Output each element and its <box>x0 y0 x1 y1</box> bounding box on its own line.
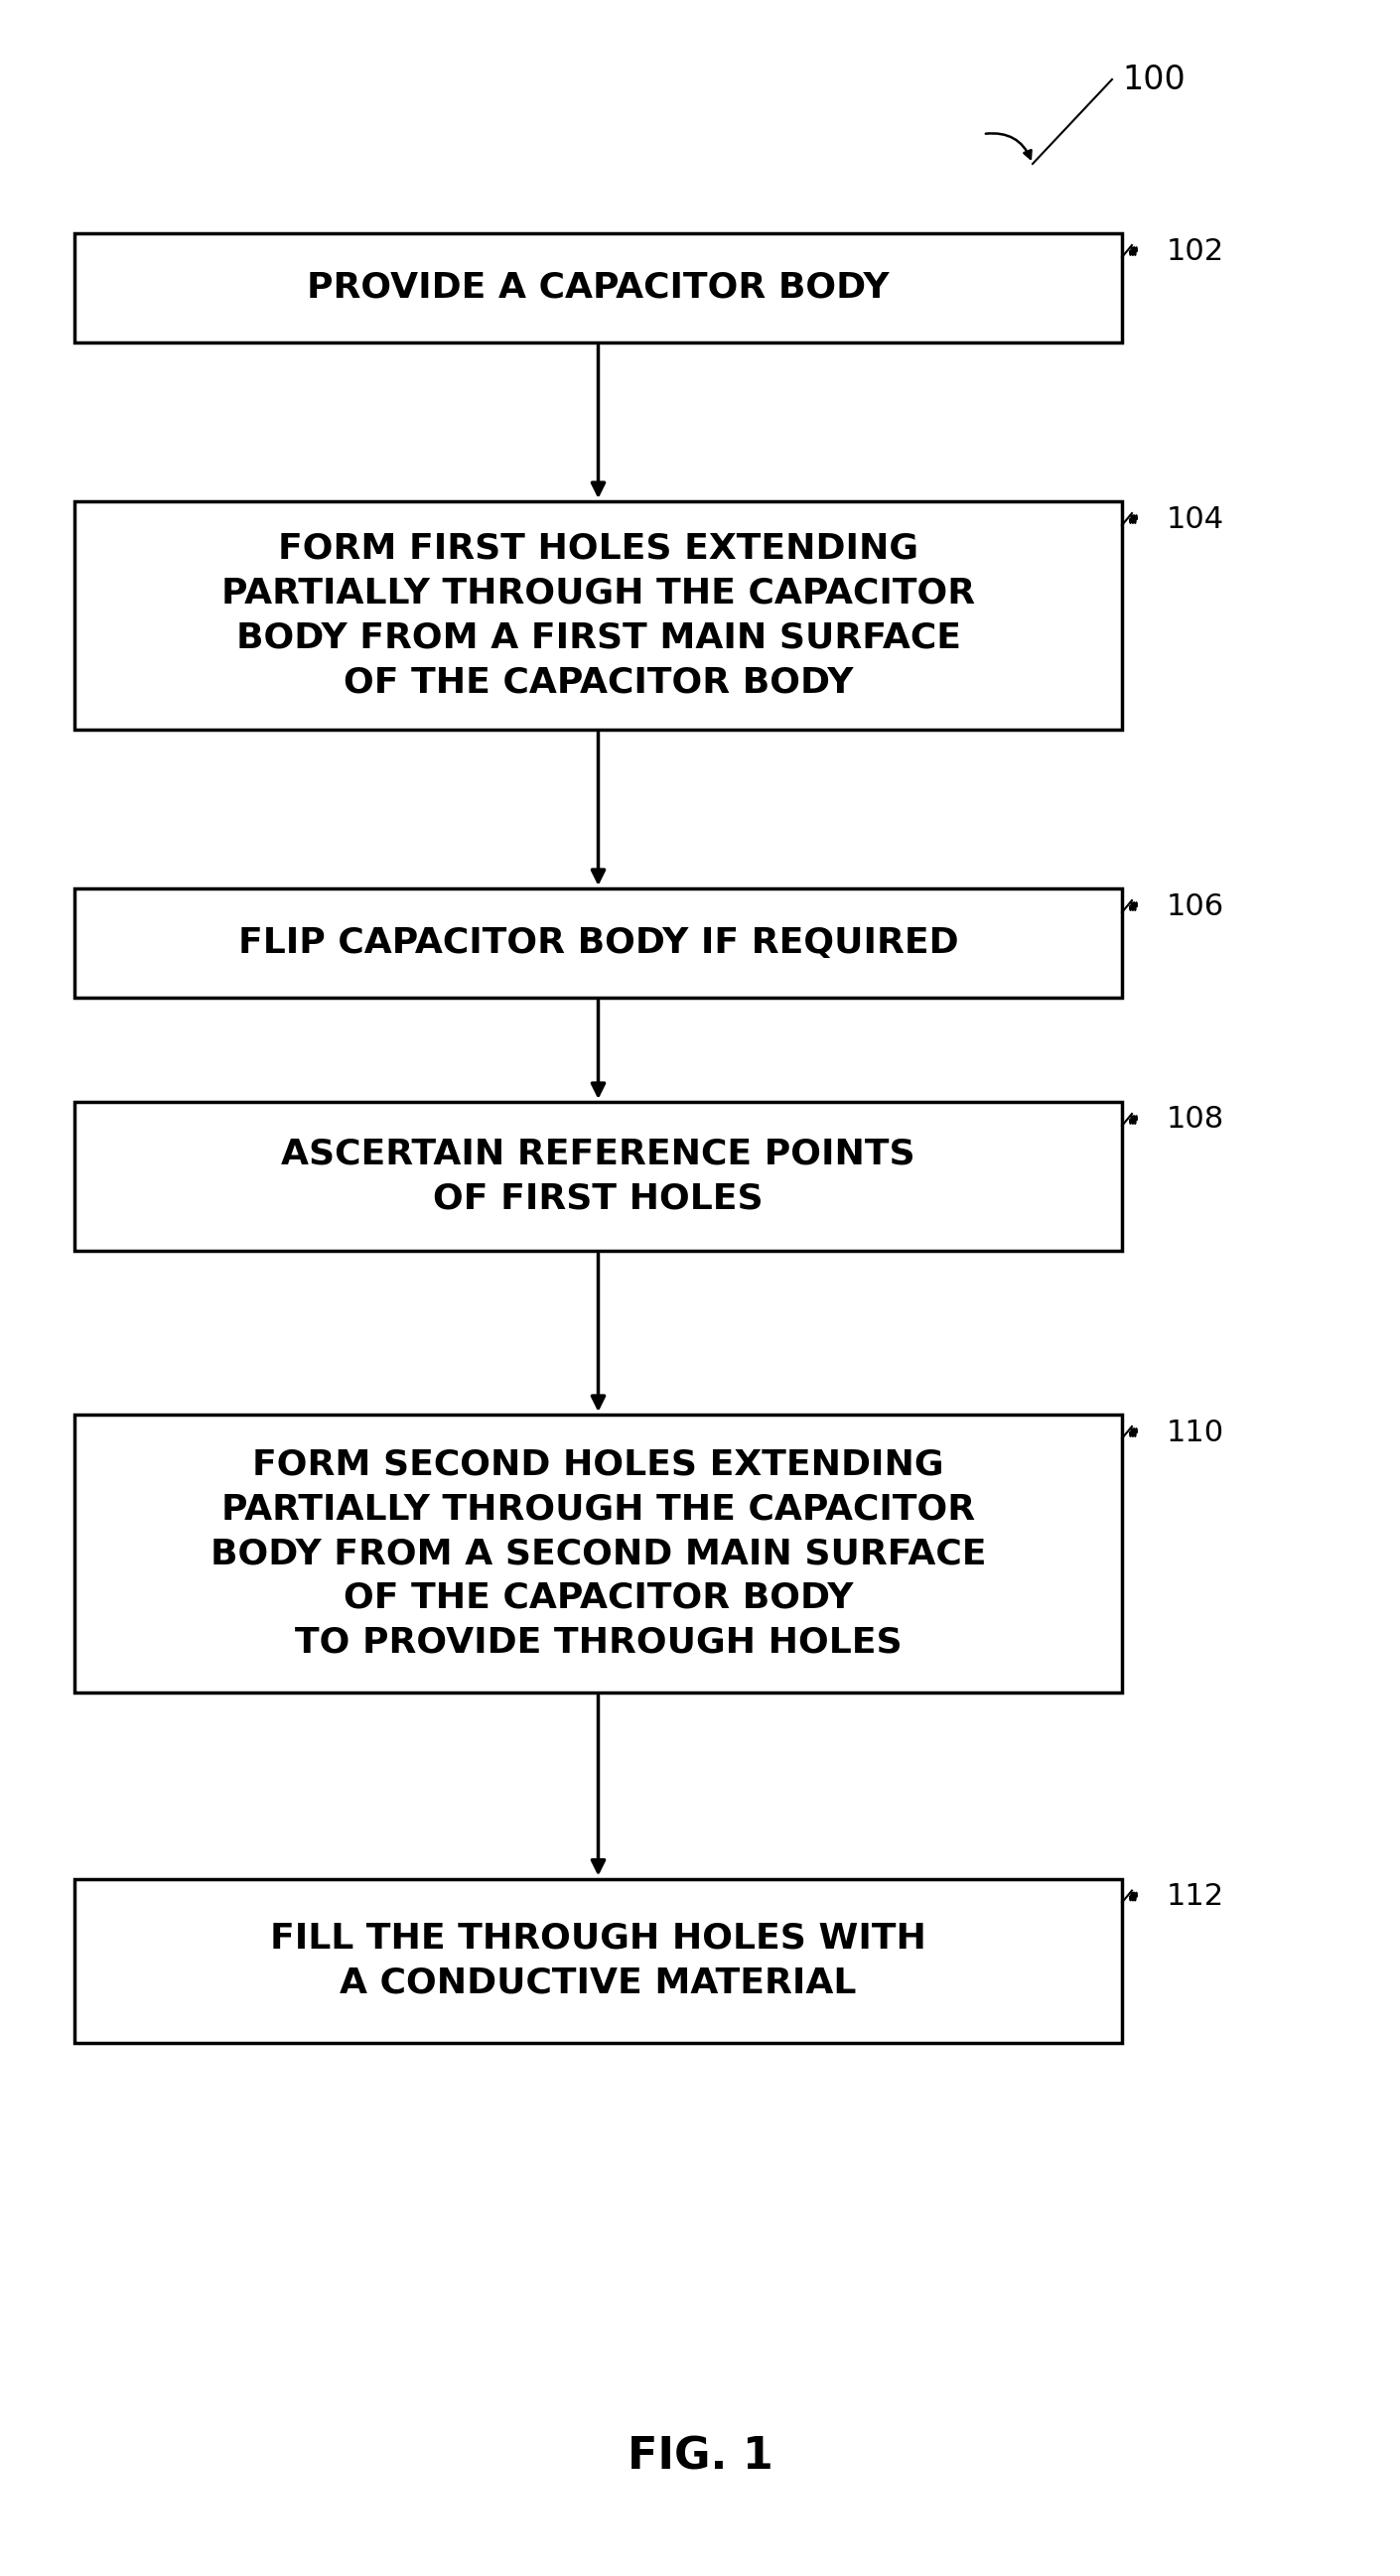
Text: FLIP CAPACITOR BODY IF REQUIRED: FLIP CAPACITOR BODY IF REQUIRED <box>238 927 959 961</box>
Text: 112: 112 <box>1166 1883 1225 1911</box>
Text: FIG. 1: FIG. 1 <box>627 2434 773 2478</box>
Text: 100: 100 <box>1121 62 1186 95</box>
Bar <box>74 889 1121 997</box>
Text: 106: 106 <box>1166 891 1225 920</box>
Bar <box>74 1878 1121 2043</box>
Bar <box>74 1103 1121 1252</box>
Text: 104: 104 <box>1166 505 1225 533</box>
Text: FORM FIRST HOLES EXTENDING
PARTIALLY THROUGH THE CAPACITOR
BODY FROM A FIRST MAI: FORM FIRST HOLES EXTENDING PARTIALLY THR… <box>221 531 974 698</box>
Text: PROVIDE A CAPACITOR BODY: PROVIDE A CAPACITOR BODY <box>307 270 889 304</box>
Text: 110: 110 <box>1166 1417 1225 1448</box>
Bar <box>74 234 1121 343</box>
Text: FILL THE THROUGH HOLES WITH
A CONDUCTIVE MATERIAL: FILL THE THROUGH HOLES WITH A CONDUCTIVE… <box>270 1922 927 1999</box>
Text: ASCERTAIN REFERENCE POINTS
OF FIRST HOLES: ASCERTAIN REFERENCE POINTS OF FIRST HOLE… <box>281 1136 916 1216</box>
Text: 108: 108 <box>1166 1105 1225 1133</box>
Bar <box>74 1414 1121 1692</box>
Text: 102: 102 <box>1166 237 1225 265</box>
Bar <box>74 502 1121 729</box>
Text: FORM SECOND HOLES EXTENDING
PARTIALLY THROUGH THE CAPACITOR
BODY FROM A SECOND M: FORM SECOND HOLES EXTENDING PARTIALLY TH… <box>210 1448 986 1659</box>
